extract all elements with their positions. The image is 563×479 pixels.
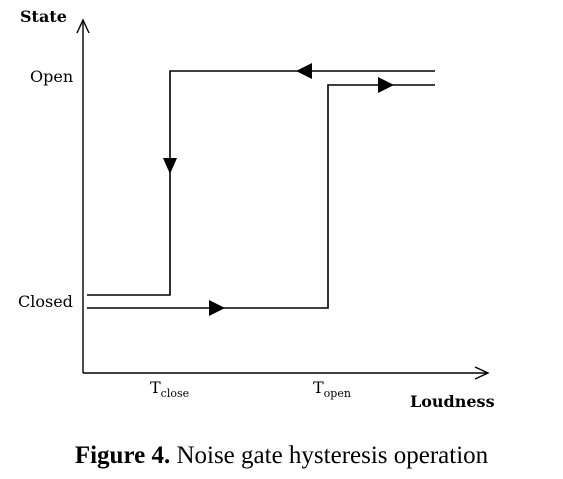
state-closed-label: Closed [18,292,73,311]
closing-path [87,70,435,296]
arrow-left-icon [296,63,312,79]
y-axis-label: State [20,7,67,26]
threshold-close-label: Tclose [150,378,189,400]
x-axis-label: Loudness [410,392,495,411]
arrow-right-icon [209,300,225,316]
x-axis-arrowhead [474,366,490,380]
opening-path [87,84,435,309]
figure-caption: Figure 4. Noise gate hysteresis operatio… [0,442,563,470]
arrow-down-icon [163,158,177,174]
threshold-open-label: Topen [313,378,351,400]
hysteresis-diagram: State Loudness Open Closed Tclose Topen [18,7,495,411]
arrow-right-icon [378,77,394,93]
y-axis-arrowhead [76,18,90,34]
state-open-label: Open [30,67,73,86]
figure-caption-label: Figure 4. [74,442,171,469]
figure-caption-text: Noise gate hysteresis operation [176,442,489,469]
